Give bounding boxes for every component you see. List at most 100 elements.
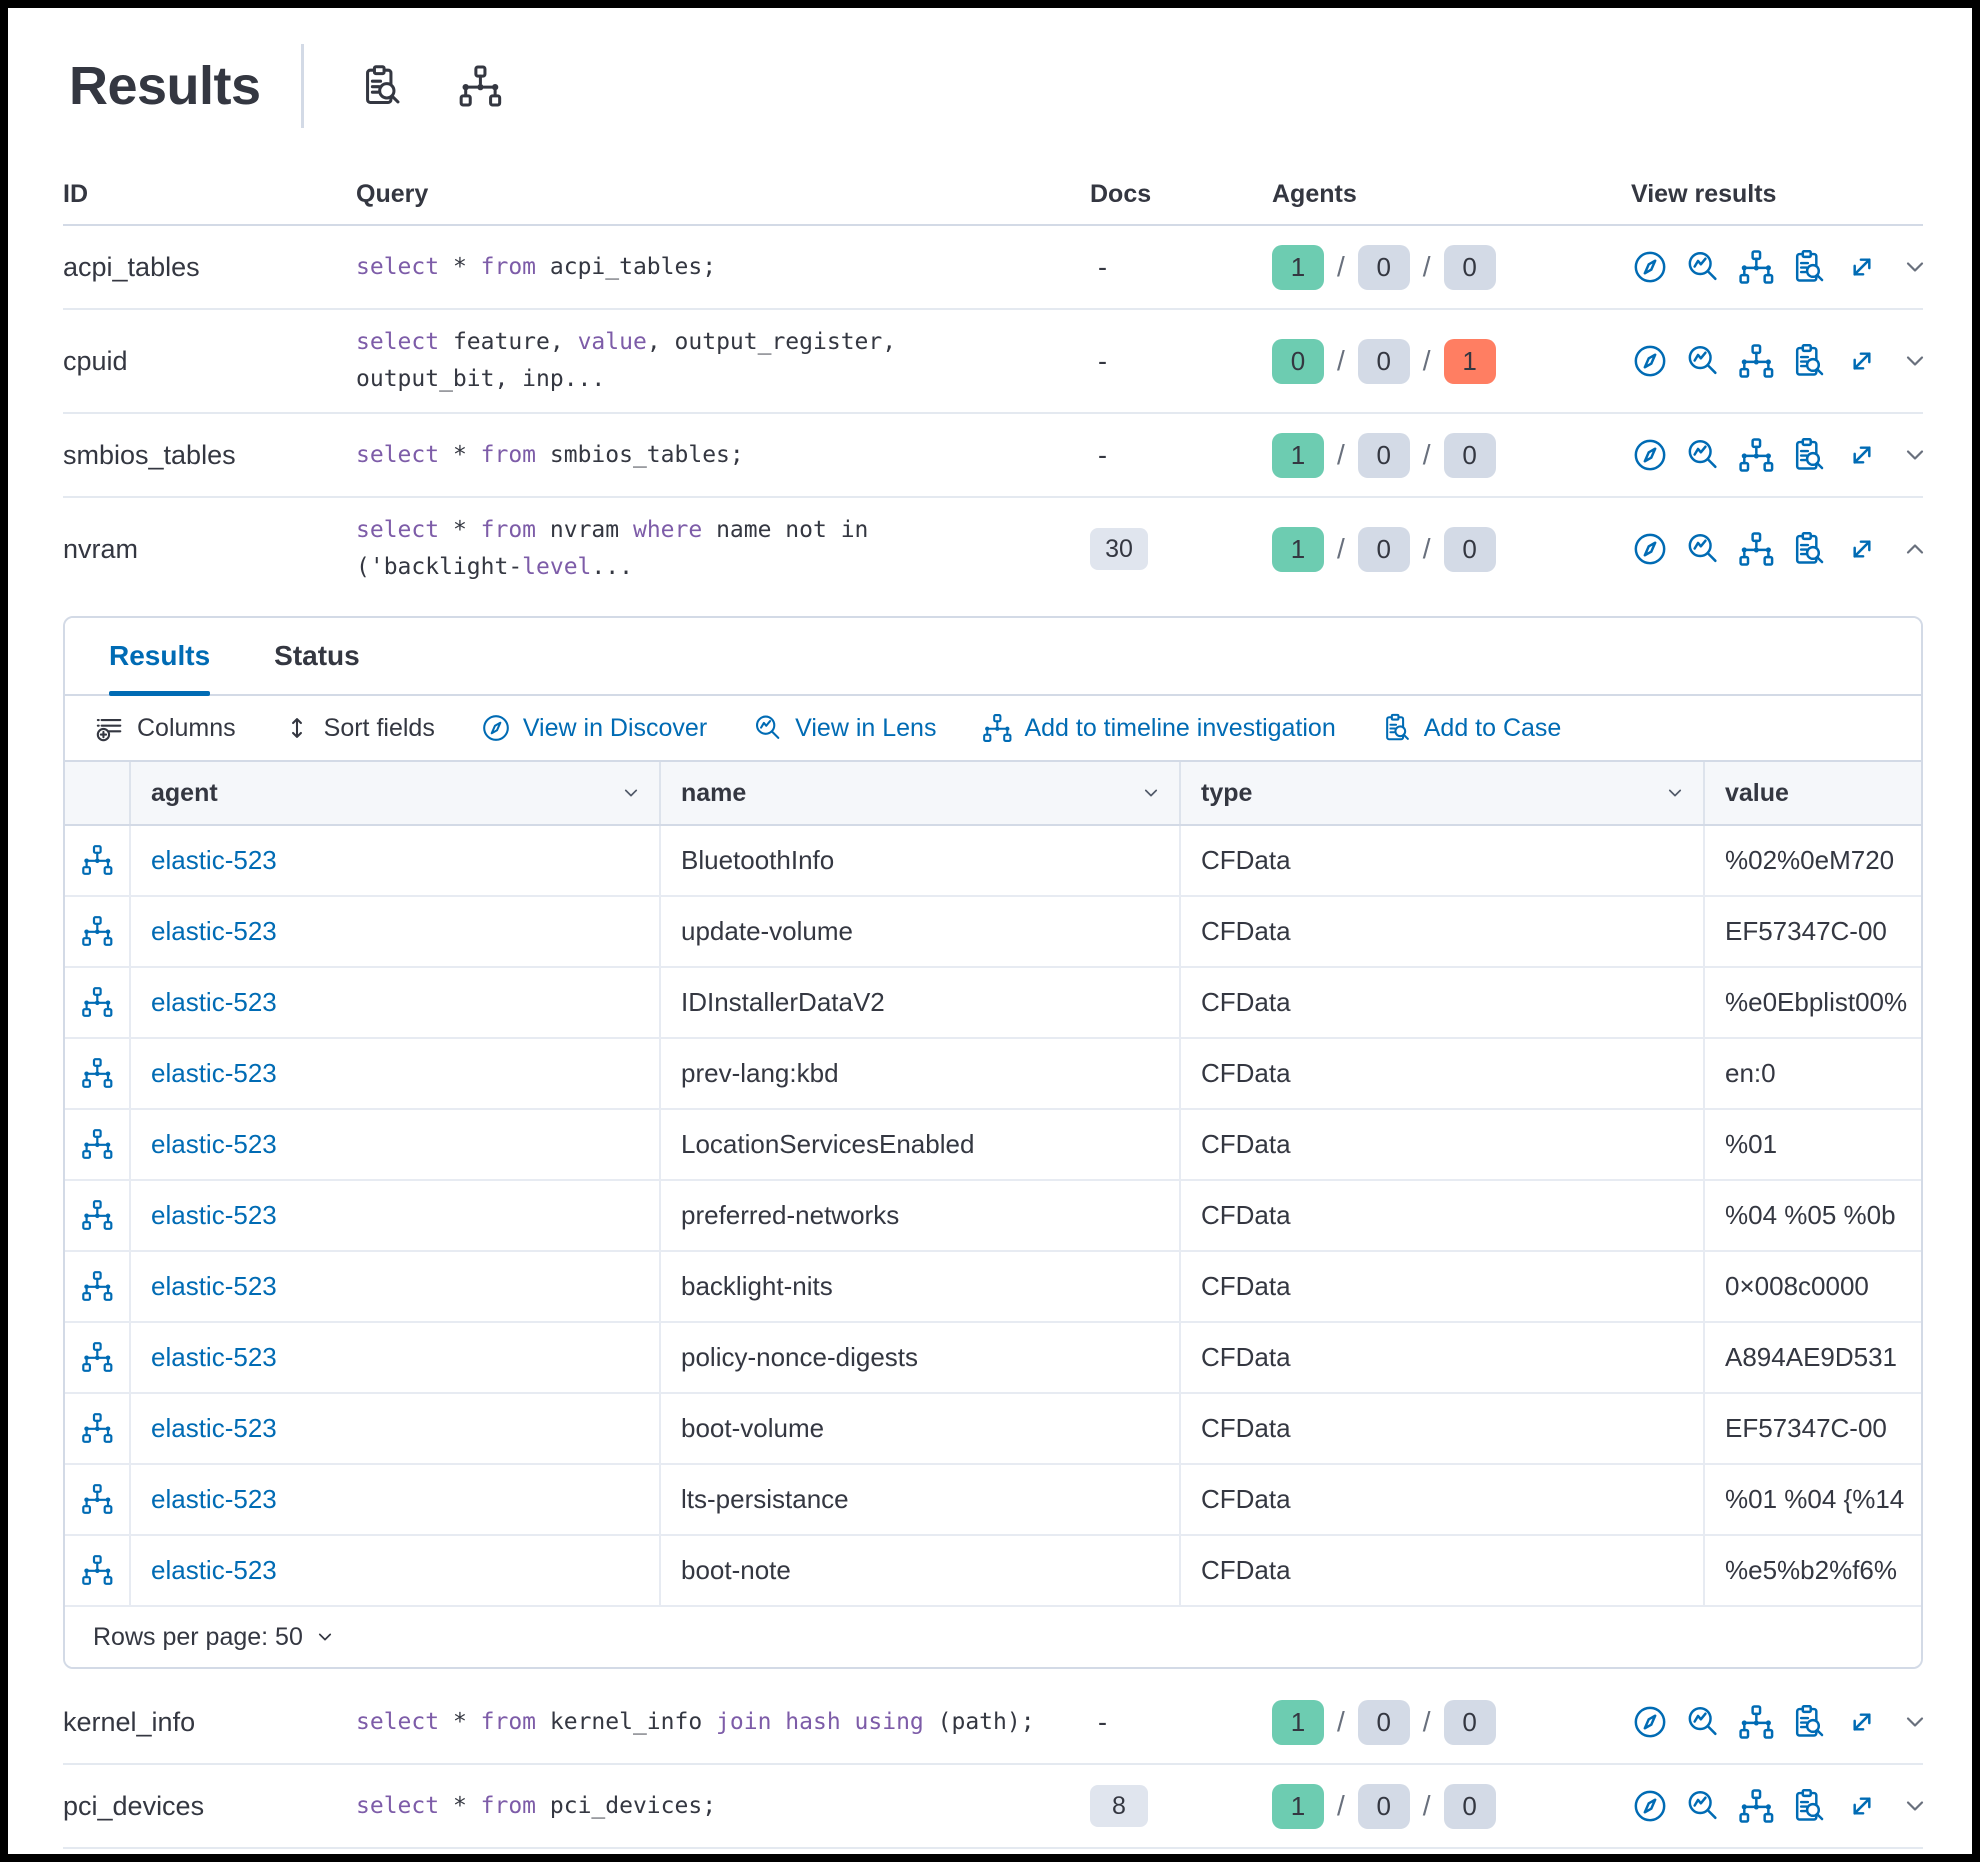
badge-separator: /	[1337, 1706, 1345, 1737]
timeline-icon[interactable]	[80, 1270, 114, 1304]
grid-cell-value: 0×008c0000	[1725, 1271, 1869, 1301]
grid-column-header-value[interactable]: value	[1725, 778, 1789, 807]
query-sql: select * from smbios_tables;	[356, 437, 1090, 474]
expand-button[interactable]	[1843, 530, 1881, 568]
expand-row-button[interactable]	[1896, 1703, 1934, 1741]
rows-per-page-button[interactable]: Rows per page: 50	[93, 1623, 337, 1652]
timeline-icon[interactable]	[80, 1483, 114, 1517]
lens-button[interactable]	[1684, 342, 1722, 380]
timeline-icon[interactable]	[80, 986, 114, 1020]
grid-cell-type: CFData	[1181, 1181, 1705, 1250]
agent-link[interactable]: elastic-523	[151, 1342, 277, 1372]
page-header: Results	[69, 42, 1923, 130]
agent-link[interactable]: elastic-523	[151, 1413, 277, 1443]
agents-success-badge: 1	[1272, 244, 1324, 290]
toolbar-view-in-lens-button[interactable]: View in Lens	[753, 713, 936, 743]
expand-row-button[interactable]	[1896, 436, 1934, 474]
lens-button[interactable]	[1684, 248, 1722, 286]
tab-results[interactable]: Results	[109, 618, 211, 696]
grid-cell-type: CFData	[1181, 1252, 1705, 1321]
column-header-id: ID	[63, 179, 88, 208]
case-button[interactable]	[1790, 1703, 1828, 1741]
grid-column-header-name[interactable]: name	[661, 762, 1181, 824]
lens-button[interactable]	[1684, 530, 1722, 568]
badge-separator: /	[1337, 251, 1345, 282]
agent-link[interactable]: elastic-523	[151, 1200, 277, 1230]
agents-success-badge: 1	[1272, 526, 1324, 572]
grid-cell-value: EF57347C-00	[1725, 916, 1887, 946]
grid-cell-control	[65, 1394, 131, 1463]
timeline-button[interactable]	[1737, 1787, 1775, 1825]
lens-button[interactable]	[1684, 1787, 1722, 1825]
discover-button[interactable]	[1631, 342, 1669, 380]
docs-empty-value: -	[1098, 345, 1107, 376]
toolbar-add-to-case-button[interactable]: Add to Case	[1382, 713, 1561, 743]
timeline-icon[interactable]	[80, 915, 114, 949]
timeline-icon[interactable]	[80, 1128, 114, 1162]
grid-cell-agent: elastic-523	[131, 897, 661, 966]
agent-link[interactable]: elastic-523	[151, 1129, 277, 1159]
collapse-row-button[interactable]	[1896, 530, 1934, 568]
expand-button[interactable]	[1843, 1787, 1881, 1825]
expand-button[interactable]	[1843, 1703, 1881, 1741]
timeline-icon[interactable]	[80, 1199, 114, 1233]
timeline-icon[interactable]	[458, 64, 502, 108]
grid-cell-type: CFData	[1181, 1536, 1705, 1605]
grid-column-header-agent[interactable]: agent	[131, 762, 661, 824]
grid-column-header-type[interactable]: type	[1181, 762, 1705, 824]
timeline-icon[interactable]	[80, 844, 114, 878]
agent-link[interactable]: elastic-523	[151, 987, 277, 1017]
query-docs: 8	[1090, 1785, 1272, 1827]
agent-link[interactable]: elastic-523	[151, 1271, 277, 1301]
expand-row-button[interactable]	[1896, 342, 1934, 380]
discover-button[interactable]	[1631, 248, 1669, 286]
case-button[interactable]	[1790, 530, 1828, 568]
timeline-button[interactable]	[1737, 248, 1775, 286]
discover-button[interactable]	[1631, 1703, 1669, 1741]
sort-icon	[282, 713, 312, 743]
grid-cell-type: CFData	[1181, 1394, 1705, 1463]
agent-link[interactable]: elastic-523	[151, 1555, 277, 1585]
timeline-button[interactable]	[1737, 530, 1775, 568]
timeline-icon[interactable]	[80, 1412, 114, 1446]
toolbar-columns-button[interactable]: Columns	[95, 713, 236, 743]
expand-button[interactable]	[1843, 436, 1881, 474]
expand-row-button[interactable]	[1896, 248, 1934, 286]
clipboard-search-icon[interactable]	[360, 64, 404, 108]
query-agents: 1 / 0 / 0	[1272, 1783, 1631, 1829]
timeline-icon[interactable]	[80, 1341, 114, 1375]
expand-row-button[interactable]	[1896, 1787, 1934, 1825]
discover-button[interactable]	[1631, 530, 1669, 568]
grid-cell-name: BluetoothInfo	[661, 826, 1181, 895]
case-button[interactable]	[1790, 436, 1828, 474]
grid-cell-control	[65, 1323, 131, 1392]
timeline-button[interactable]	[1737, 342, 1775, 380]
docs-count-badge: 8	[1090, 1785, 1148, 1827]
grid-row: elastic-523 lts-persistance CFData %01 %…	[65, 1465, 1921, 1536]
agent-link[interactable]: elastic-523	[151, 916, 277, 946]
timeline-icon[interactable]	[80, 1057, 114, 1091]
toolbar-sort-fields-button[interactable]: Sort fields	[282, 713, 435, 743]
case-button[interactable]	[1790, 248, 1828, 286]
toolbar-view-in-discover-button[interactable]: View in Discover	[481, 713, 707, 743]
agents-danger-badge: 1	[1443, 338, 1496, 384]
grid-cell-type: CFData	[1181, 1110, 1705, 1179]
lens-button[interactable]	[1684, 1703, 1722, 1741]
expand-button[interactable]	[1843, 342, 1881, 380]
discover-button[interactable]	[1631, 1787, 1669, 1825]
lens-button[interactable]	[1684, 436, 1722, 474]
agent-link[interactable]: elastic-523	[151, 845, 277, 875]
case-button[interactable]	[1790, 1787, 1828, 1825]
discover-button[interactable]	[1631, 436, 1669, 474]
timeline-button[interactable]	[1737, 1703, 1775, 1741]
query-view-results	[1631, 530, 1962, 568]
query-id: cpuid	[63, 345, 128, 376]
timeline-button[interactable]	[1737, 436, 1775, 474]
timeline-icon[interactable]	[80, 1554, 114, 1588]
case-button[interactable]	[1790, 342, 1828, 380]
toolbar-add-to-timeline-investigation-button[interactable]: Add to timeline investigation	[982, 713, 1336, 743]
agent-link[interactable]: elastic-523	[151, 1058, 277, 1088]
agent-link[interactable]: elastic-523	[151, 1484, 277, 1514]
tab-status[interactable]: Status	[274, 618, 360, 694]
expand-button[interactable]	[1843, 248, 1881, 286]
